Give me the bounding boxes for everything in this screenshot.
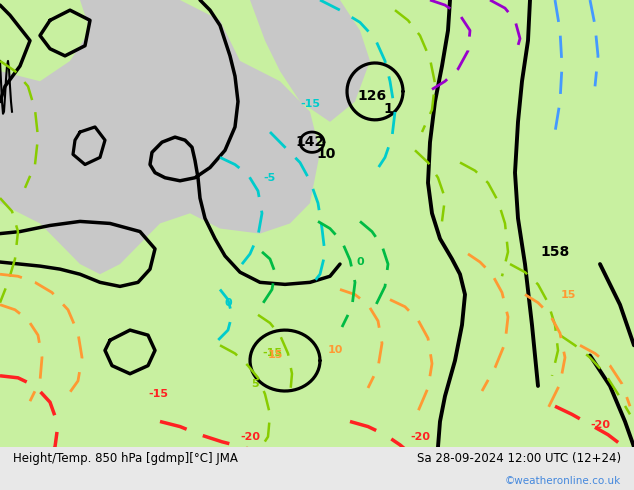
Text: ©weatheronline.co.uk: ©weatheronline.co.uk xyxy=(505,476,621,487)
Text: 126: 126 xyxy=(358,90,387,103)
Text: -20: -20 xyxy=(410,432,430,441)
Text: -20: -20 xyxy=(240,432,260,441)
Text: 10: 10 xyxy=(327,345,343,355)
Text: 158: 158 xyxy=(540,245,569,259)
Polygon shape xyxy=(290,315,420,406)
Polygon shape xyxy=(0,0,320,274)
Polygon shape xyxy=(0,0,90,81)
Text: 0: 0 xyxy=(356,257,364,267)
Text: 0: 0 xyxy=(224,297,232,308)
Polygon shape xyxy=(285,223,360,290)
Polygon shape xyxy=(250,0,370,122)
Polygon shape xyxy=(0,0,80,112)
Text: -15: -15 xyxy=(300,98,320,109)
Text: 1: 1 xyxy=(383,101,393,116)
Text: Height/Temp. 850 hPa [gdmp][°C] JMA: Height/Temp. 850 hPa [gdmp][°C] JMA xyxy=(13,452,238,466)
Text: -20: -20 xyxy=(590,419,610,430)
Polygon shape xyxy=(390,0,634,447)
Text: 15: 15 xyxy=(560,290,576,299)
Text: 10: 10 xyxy=(316,147,335,161)
Text: -15: -15 xyxy=(148,389,168,399)
Text: Sa 28-09-2024 12:00 UTC (12+24): Sa 28-09-2024 12:00 UTC (12+24) xyxy=(417,452,621,466)
Text: 15: 15 xyxy=(268,350,283,361)
Text: -15: -15 xyxy=(262,348,282,359)
Text: 5: 5 xyxy=(251,379,259,389)
Text: 142: 142 xyxy=(295,135,325,149)
Text: -5: -5 xyxy=(264,173,276,183)
